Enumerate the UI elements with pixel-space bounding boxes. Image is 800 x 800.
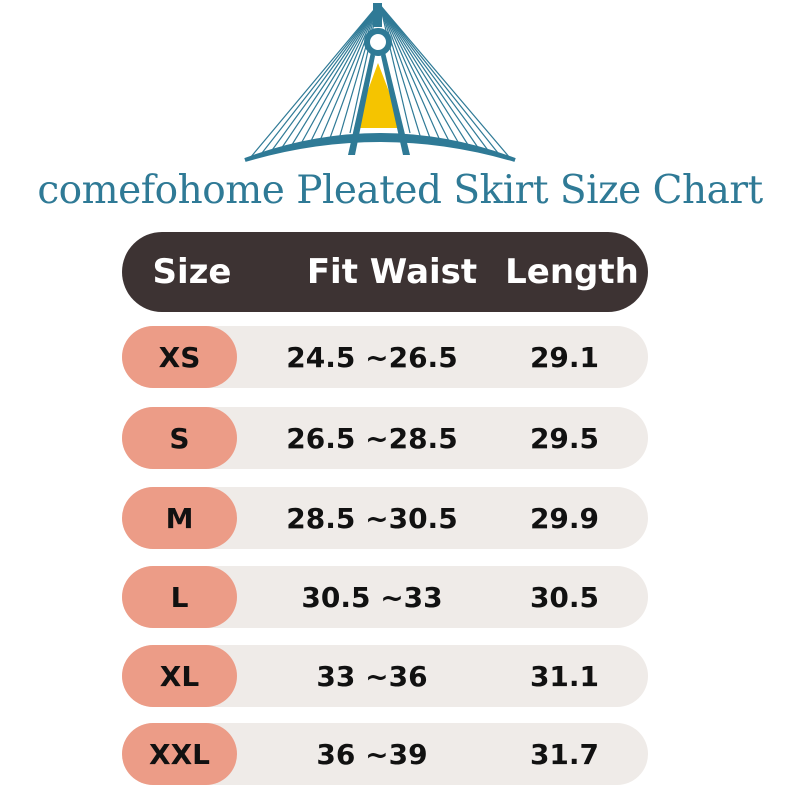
waist-cell: 24.5 ~26.5 <box>286 340 458 374</box>
length-cell: 31.7 <box>529 737 600 771</box>
size-cell: M <box>165 501 194 535</box>
logo-ray <box>379 4 451 144</box>
size-pill <box>122 407 237 469</box>
logo-ray <box>259 4 379 156</box>
size-cell: XXL <box>148 737 211 771</box>
header-length: Length <box>505 252 639 292</box>
logo-ray <box>379 4 471 149</box>
logo-ray <box>379 4 421 136</box>
waist-cell: 26.5 ~28.5 <box>286 421 458 455</box>
logo-ray <box>379 4 481 151</box>
size-cell: L <box>170 580 189 614</box>
length-cell: 30.5 <box>529 580 600 614</box>
table-row: XS 24.5 ~26.5 29.1 <box>122 326 648 388</box>
logo-ray <box>289 4 379 149</box>
logo-ray <box>379 4 461 146</box>
size-pill <box>122 645 237 707</box>
waist-cell: 36 ~39 <box>316 737 428 771</box>
length-cell: 31.1 <box>529 659 600 693</box>
logo-ray <box>379 4 431 139</box>
size-pill <box>122 326 237 388</box>
compass-bridge-logo <box>244 3 516 162</box>
logo-ray <box>279 4 379 151</box>
logo-ray <box>249 4 379 159</box>
logo-ray <box>309 4 379 144</box>
logo-ray <box>379 4 511 159</box>
size-cell: XL <box>159 659 200 693</box>
logo-ray <box>329 4 379 139</box>
table-row: S 26.5 ~28.5 29.5 <box>122 407 648 469</box>
size-pill <box>122 723 237 785</box>
table-header: Size Fit Waist Length <box>122 232 648 312</box>
header-size: Size <box>152 252 232 292</box>
chart-title: comefohome Pleated Skirt Size Chart <box>37 168 763 213</box>
length-cell: 29.9 <box>529 501 600 535</box>
header-fit-waist: Fit Waist <box>306 252 478 292</box>
size-cell: S <box>169 421 190 455</box>
logo-ray <box>379 4 501 156</box>
logo-ray <box>379 4 411 134</box>
logo-ray <box>379 4 491 154</box>
logo-ray <box>299 4 379 146</box>
size-cell: XS <box>158 340 201 374</box>
table-row: M 28.5 ~30.5 29.9 <box>122 487 648 549</box>
length-cell: 29.5 <box>529 421 600 455</box>
table-row: XL 33 ~36 31.1 <box>122 645 648 707</box>
logo-ray <box>379 4 441 141</box>
table-row: XXL 36 ~39 31.7 <box>122 723 648 785</box>
waist-cell: 28.5 ~30.5 <box>286 501 458 535</box>
size-pill <box>122 487 237 549</box>
logo-ray <box>319 4 379 141</box>
waist-cell: 33 ~36 <box>316 659 428 693</box>
logo-ray <box>269 4 379 154</box>
size-pill <box>122 566 237 628</box>
waist-cell: 30.5 ~33 <box>301 580 443 614</box>
table-row: L 30.5 ~33 30.5 <box>122 566 648 628</box>
logo-ray <box>339 4 379 136</box>
length-cell: 29.1 <box>529 340 600 374</box>
